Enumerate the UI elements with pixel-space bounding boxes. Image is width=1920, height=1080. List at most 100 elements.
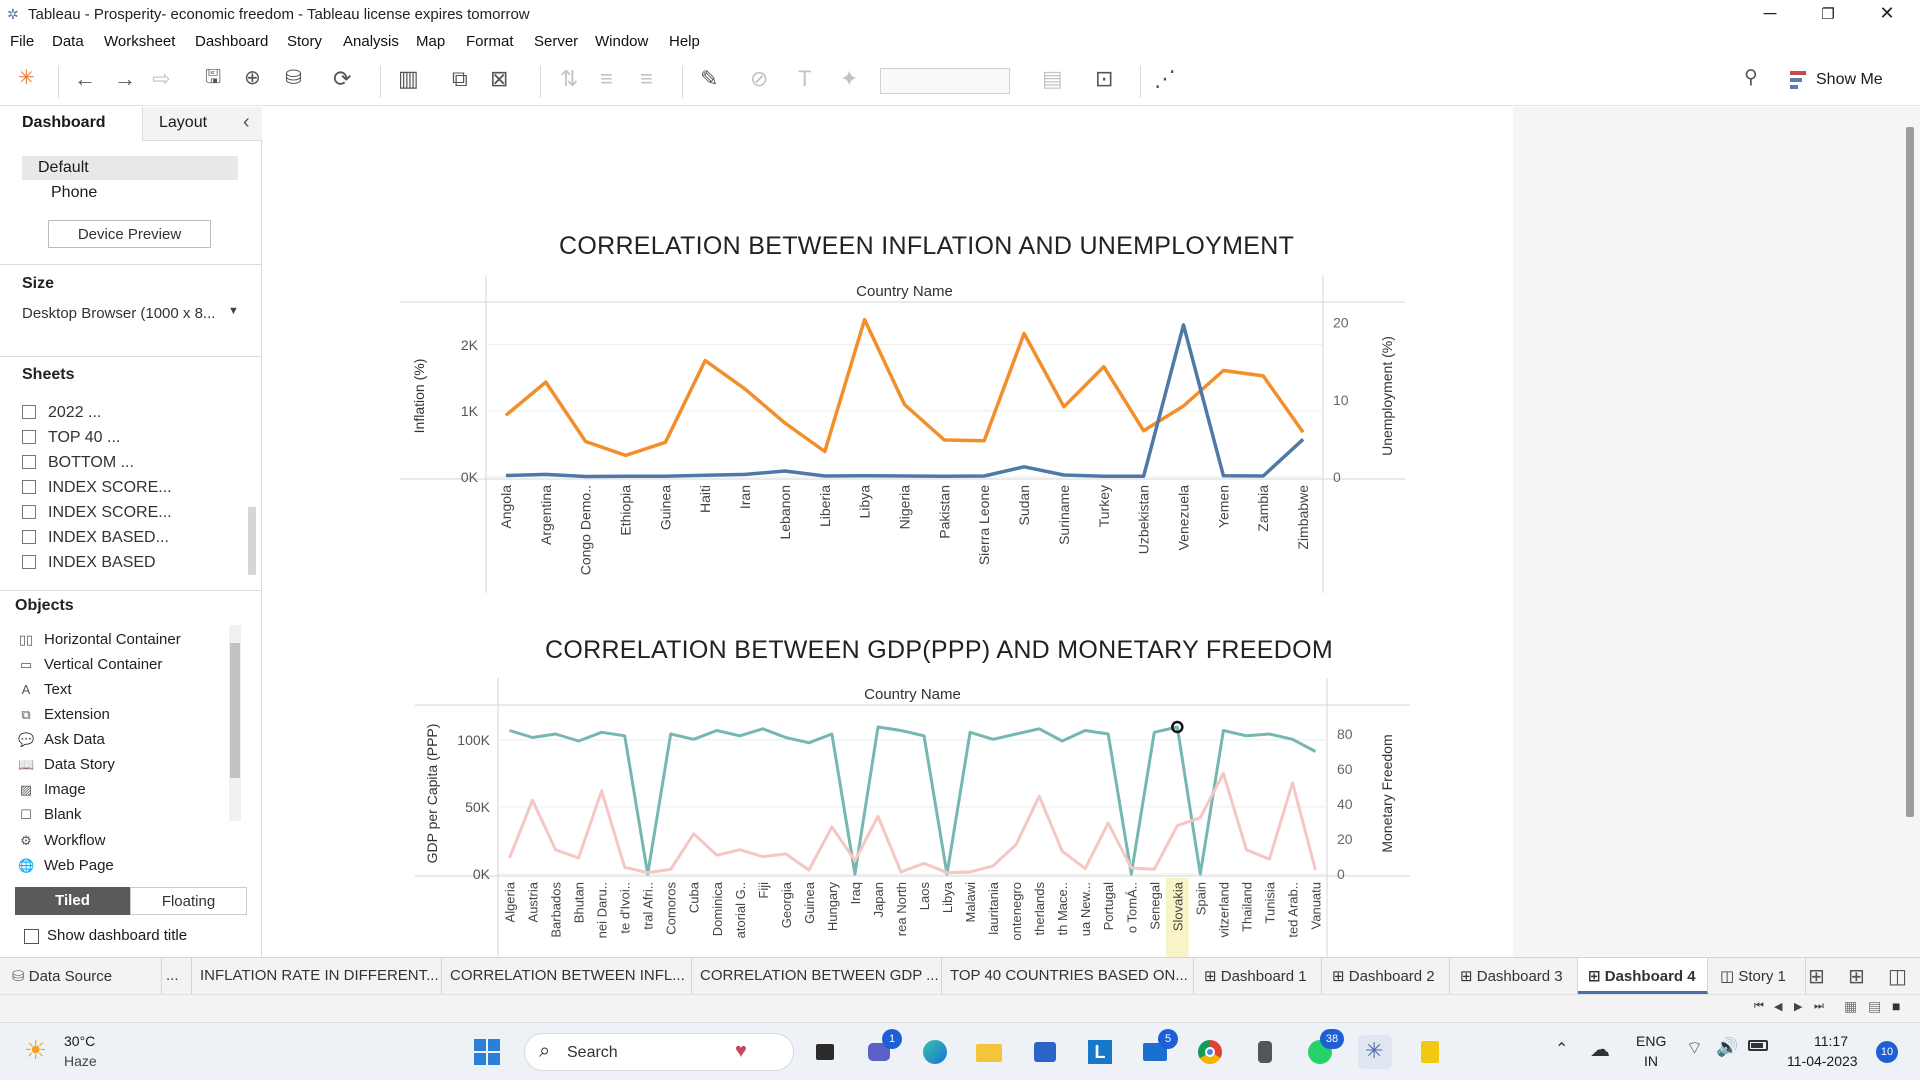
clock-time[interactable]: 11:17: [1814, 1033, 1848, 1049]
duplicate-sheet-icon[interactable]: ⧉: [452, 66, 468, 91]
object-extension[interactable]: ⧉ Extension: [18, 706, 110, 723]
menu-data[interactable]: Data: [52, 33, 84, 50]
objects-scrollbar-thumb[interactable]: [230, 643, 240, 778]
object-web-page[interactable]: 🌐 Web Page: [18, 857, 114, 874]
notification-badge[interactable]: 10: [1876, 1041, 1898, 1063]
vertical-scrollbar[interactable]: [1906, 127, 1914, 817]
tabs-overflow[interactable]: ...: [162, 958, 192, 994]
clear-sheet-icon[interactable]: ⊠: [490, 66, 509, 91]
tab-sheet[interactable]: CORRELATION BETWEEN GDP ...: [692, 958, 942, 994]
sheet-item[interactable]: INDEX BASED...: [22, 529, 169, 547]
sheet-item[interactable]: BOTTOM ...: [22, 454, 134, 472]
tab-dashboard-2[interactable]: ⊞ Dashboard 2: [1322, 958, 1450, 994]
teams-chat-icon[interactable]: [862, 1035, 896, 1069]
menu-dashboard[interactable]: Dashboard: [195, 33, 269, 50]
show-me-button[interactable]: Show Me: [1816, 71, 1883, 88]
tiled-button[interactable]: Tiled: [15, 887, 130, 915]
device-preview-button[interactable]: Device Preview: [48, 220, 211, 248]
new-dashboard-tab-icon[interactable]: ⊞: [1848, 966, 1865, 988]
tab-sheet[interactable]: TOP 40 COUNTRIES BASED ON...: [942, 958, 1194, 994]
pause-updates-icon[interactable]: ⛁: [285, 67, 302, 89]
start-button[interactable]: [474, 1039, 500, 1065]
presentation-mode-icon[interactable]: ⊡: [1095, 66, 1114, 91]
menu-worksheet[interactable]: Worksheet: [104, 33, 176, 50]
sheet-item[interactable]: INDEX BASED: [22, 554, 156, 572]
swap-rows-columns-icon[interactable]: ⇅: [560, 66, 579, 91]
show-title-checkbox[interactable]: [24, 929, 39, 944]
prev-sheet-icon[interactable]: ◀: [1774, 1001, 1783, 1013]
power-bi-icon[interactable]: [1413, 1035, 1447, 1069]
group-icon[interactable]: ⊘: [750, 66, 769, 91]
linkedin-learning-icon[interactable]: L: [1083, 1035, 1117, 1069]
object-vertical-container[interactable]: ▭ Vertical Container: [18, 656, 163, 673]
sort-descending-icon[interactable]: ≡: [640, 66, 653, 91]
tab-dashboard[interactable]: Dashboard: [0, 107, 142, 141]
sort-ascending-icon[interactable]: ≡: [600, 66, 613, 91]
weather-sun-icon[interactable]: ☀: [24, 1035, 48, 1065]
minimize-button[interactable]: ─: [1763, 3, 1777, 23]
objects-scrollbar[interactable]: [229, 625, 241, 821]
new-data-source-icon[interactable]: ⊕: [244, 67, 261, 89]
last-sheet-icon[interactable]: ⏭: [1814, 1000, 1824, 1012]
menu-window[interactable]: Window: [595, 33, 649, 50]
sheets-scrollbar[interactable]: [248, 507, 256, 575]
maximize-button[interactable]: ❐: [1821, 6, 1835, 23]
save-icon[interactable]: 🖫: [205, 67, 222, 88]
device-default[interactable]: Default: [22, 156, 238, 180]
tab-dashboard-1[interactable]: ⊞ Dashboard 1: [1194, 958, 1322, 994]
file-explorer-icon[interactable]: [972, 1035, 1006, 1069]
data-source-tab[interactable]: ⛁ Data Source: [0, 958, 162, 994]
show-cards-icon[interactable]: ▤: [1042, 66, 1063, 91]
object-ask-data[interactable]: 💬 Ask Data: [18, 731, 105, 748]
sheet-item[interactable]: 2022 ...: [22, 404, 101, 422]
format-painter-icon[interactable]: ⚲: [1744, 67, 1758, 88]
menu-server[interactable]: Server: [534, 33, 579, 50]
show-filmstrip-icon[interactable]: ▤: [1868, 998, 1882, 1014]
onedrive-icon[interactable]: ☁: [1590, 1039, 1610, 1061]
menu-file[interactable]: File: [10, 33, 35, 50]
menu-analysis[interactable]: Analysis: [343, 33, 399, 50]
device-phone[interactable]: Phone: [51, 184, 98, 201]
wifi-icon[interactable]: ⌔: [1686, 1038, 1703, 1058]
labels-icon[interactable]: T: [798, 66, 812, 91]
menu-format[interactable]: Format: [466, 33, 514, 50]
floating-button[interactable]: Floating: [130, 887, 247, 915]
clock-date[interactable]: 11-04-2023: [1787, 1053, 1858, 1069]
tab-layout[interactable]: Layout ‹: [142, 107, 262, 141]
new-story-tab-icon[interactable]: ◫: [1888, 966, 1907, 988]
redo-icon[interactable]: →: [114, 66, 136, 91]
show-tabs-icon[interactable]: ■: [1892, 998, 1901, 1014]
show-me-icon[interactable]: [1790, 71, 1806, 89]
share-icon[interactable]: ⋰: [1154, 66, 1176, 91]
edge-browser-icon[interactable]: [918, 1035, 952, 1069]
tab-sheet[interactable]: CORRELATION BETWEEN INFL...: [442, 958, 692, 994]
first-sheet-icon[interactable]: ⏮: [1754, 1000, 1764, 1012]
next-sheet-icon[interactable]: ▶: [1794, 1001, 1803, 1013]
object-text[interactable]: A Text: [18, 681, 72, 698]
fix-axes-icon[interactable]: ✦: [840, 66, 859, 91]
gdp-monetary-freedom-chart[interactable]: Country Name 0K 50K 100K 0 20 40 60 80 GDP per Ca…: [415, 678, 1410, 957]
mail-icon[interactable]: [1138, 1035, 1172, 1069]
highlight-icon[interactable]: ✎: [700, 66, 719, 91]
object-data-story[interactable]: 📖 Data Story: [18, 756, 115, 773]
volume-icon[interactable]: 🔊: [1716, 1037, 1739, 1057]
refresh-icon[interactable]: ⟳: [333, 66, 352, 91]
new-worksheet-tab-icon[interactable]: ⊞: [1808, 966, 1825, 988]
close-button[interactable]: ✕: [1879, 3, 1895, 23]
inflation-unemployment-chart[interactable]: Country Name 0K 1K 2K 0 10 20 Inflation (%) Unem…: [400, 275, 1410, 593]
sheet-item[interactable]: TOP 40 ...: [22, 429, 120, 447]
tab-dashboard-3[interactable]: ⊞ Dashboard 3: [1450, 958, 1578, 994]
sheet-item[interactable]: INDEX SCORE...: [22, 504, 172, 522]
battery-icon[interactable]: [1748, 1040, 1768, 1051]
menu-story[interactable]: Story: [287, 33, 323, 50]
object-horizontal-container[interactable]: ▯▯ Horizontal Container: [18, 631, 181, 648]
object-image[interactable]: ▨ Image: [18, 781, 86, 798]
menu-help[interactable]: Help: [669, 33, 700, 50]
sheet-item[interactable]: INDEX SCORE...: [22, 479, 172, 497]
tab-dashboard-4-active[interactable]: ⊞ Dashboard 4: [1578, 958, 1708, 994]
undo-icon[interactable]: ←: [74, 66, 96, 91]
language-code[interactable]: ENG: [1636, 1033, 1667, 1049]
taskbar-search-box[interactable]: ⌕ Search ♥: [524, 1033, 794, 1071]
new-worksheet-icon[interactable]: ▥: [398, 66, 419, 91]
tableau-taskbar-icon[interactable]: ✳: [1358, 1035, 1392, 1069]
